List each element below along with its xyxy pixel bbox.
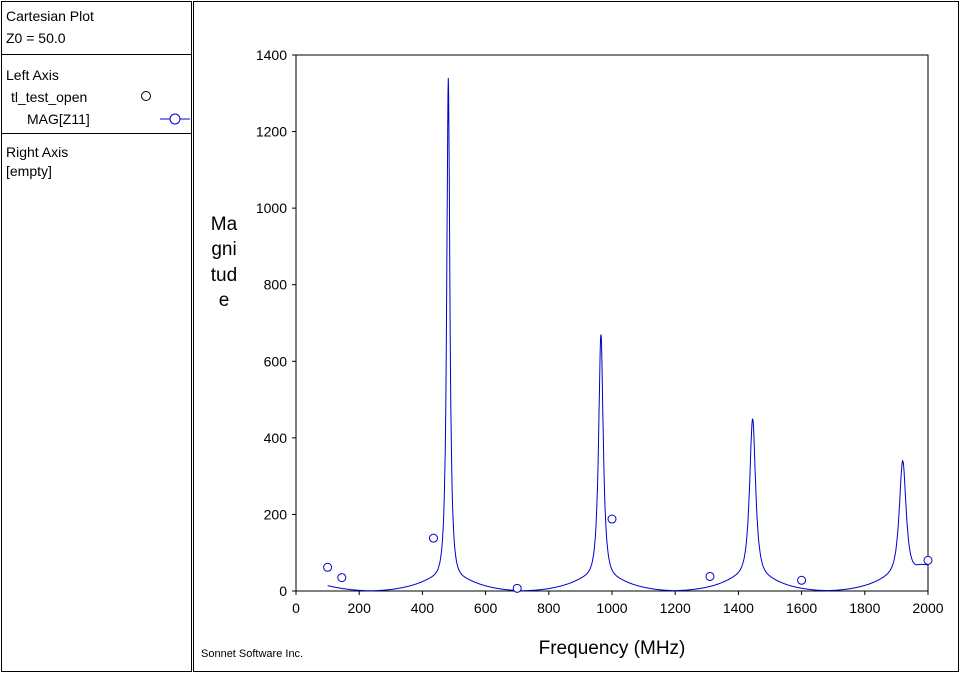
plot-frame (295, 54, 929, 592)
data-point-marker[interactable] (323, 562, 333, 572)
x-tick-label: 400 (411, 600, 435, 616)
y-tick-label: 1000 (256, 200, 287, 216)
data-point-marker[interactable] (705, 571, 715, 581)
legend-panel: Cartesian Plot Z0 = 50.0 Left Axis tl_te… (1, 1, 192, 672)
plot-info-section: Cartesian Plot Z0 = 50.0 (2, 2, 191, 55)
data-point-marker[interactable] (512, 583, 522, 593)
series-entry[interactable]: MAG[Z11] (6, 108, 191, 130)
x-tick-label: 2000 (912, 600, 943, 616)
x-tick-label: 1400 (723, 600, 754, 616)
data-point-marker[interactable] (607, 514, 617, 524)
x-axis-label: Frequency (MHz) (538, 638, 686, 659)
left-axis-section[interactable]: Left Axis tl_test_open MAG[Z11] (2, 55, 191, 134)
y-axis-label: Magnitude (210, 214, 238, 312)
z0-label: Z0 = 50.0 (6, 30, 66, 46)
y-tick-label: 200 (264, 506, 288, 522)
data-point-marker[interactable] (923, 555, 933, 565)
x-tick-label: 0 (292, 600, 300, 616)
x-tick-label: 1600 (786, 600, 817, 616)
y-tick-label: 800 (264, 277, 288, 293)
x-tick-label: 1200 (660, 600, 691, 616)
project-entry[interactable]: tl_test_open (6, 86, 191, 108)
right-axis-title: Right Axis (6, 144, 69, 160)
project-name: tl_test_open (11, 89, 88, 105)
data-point-marker[interactable] (428, 533, 438, 543)
x-tick-label: 800 (537, 600, 561, 616)
y-tick-label: 0 (279, 583, 287, 599)
right-axis-value: [empty] (6, 163, 52, 179)
left-axis-title: Left Axis (6, 67, 59, 83)
x-tick-label: 200 (348, 600, 372, 616)
data-point-marker[interactable] (797, 575, 807, 585)
open-circle-icon (141, 91, 151, 101)
y-tick-label: 1200 (256, 124, 287, 140)
data-point-marker[interactable] (337, 573, 347, 583)
right-axis-section[interactable]: Right Axis [empty] (2, 134, 191, 181)
plot-type-label: Cartesian Plot (6, 8, 94, 24)
series-line-mag-z11[interactable] (327, 77, 928, 592)
y-tick-label: 1400 (256, 47, 287, 63)
x-tick-label: 1000 (596, 600, 627, 616)
y-tick-label: 600 (264, 353, 288, 369)
series-line-marker-icon (160, 113, 190, 125)
y-tick-label: 400 (264, 430, 288, 446)
x-tick-label: 600 (474, 600, 498, 616)
credit-label: Sonnet Software Inc. (201, 648, 304, 660)
series-name: MAG[Z11] (27, 111, 90, 127)
plot-area[interactable] (193, 1, 959, 672)
x-tick-label: 1800 (849, 600, 880, 616)
